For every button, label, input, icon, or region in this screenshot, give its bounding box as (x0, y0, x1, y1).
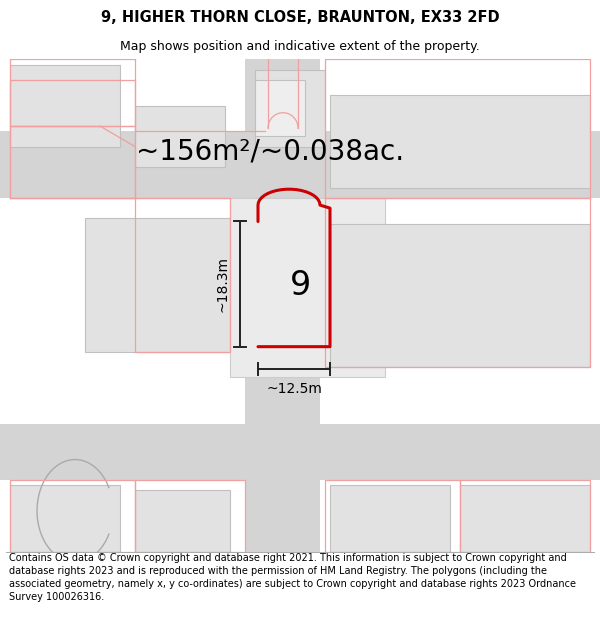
Text: 9: 9 (289, 269, 311, 302)
Bar (245, 59, 320, 552)
Bar (10, 485, 120, 552)
Text: ~156m²/~0.038ac.: ~156m²/~0.038ac. (136, 138, 404, 166)
Bar (255, 80, 305, 136)
Bar (330, 95, 590, 188)
Bar (135, 106, 225, 167)
Bar (0, 424, 600, 480)
Text: Map shows position and indicative extent of the property.: Map shows position and indicative extent… (120, 40, 480, 52)
Bar (330, 485, 450, 552)
Text: ~12.5m: ~12.5m (266, 381, 322, 396)
Text: ~18.3m: ~18.3m (216, 256, 230, 312)
Bar (330, 224, 590, 367)
Text: 9, HIGHER THORN CLOSE, BRAUNTON, EX33 2FD: 9, HIGHER THORN CLOSE, BRAUNTON, EX33 2F… (101, 10, 499, 25)
Bar (10, 64, 120, 147)
Bar (255, 69, 325, 147)
Bar (135, 490, 230, 552)
Text: Contains OS data © Crown copyright and database right 2021. This information is : Contains OS data © Crown copyright and d… (9, 553, 576, 601)
Bar (460, 485, 590, 552)
Bar (0, 131, 600, 198)
Bar (230, 198, 385, 378)
Bar (85, 218, 230, 352)
